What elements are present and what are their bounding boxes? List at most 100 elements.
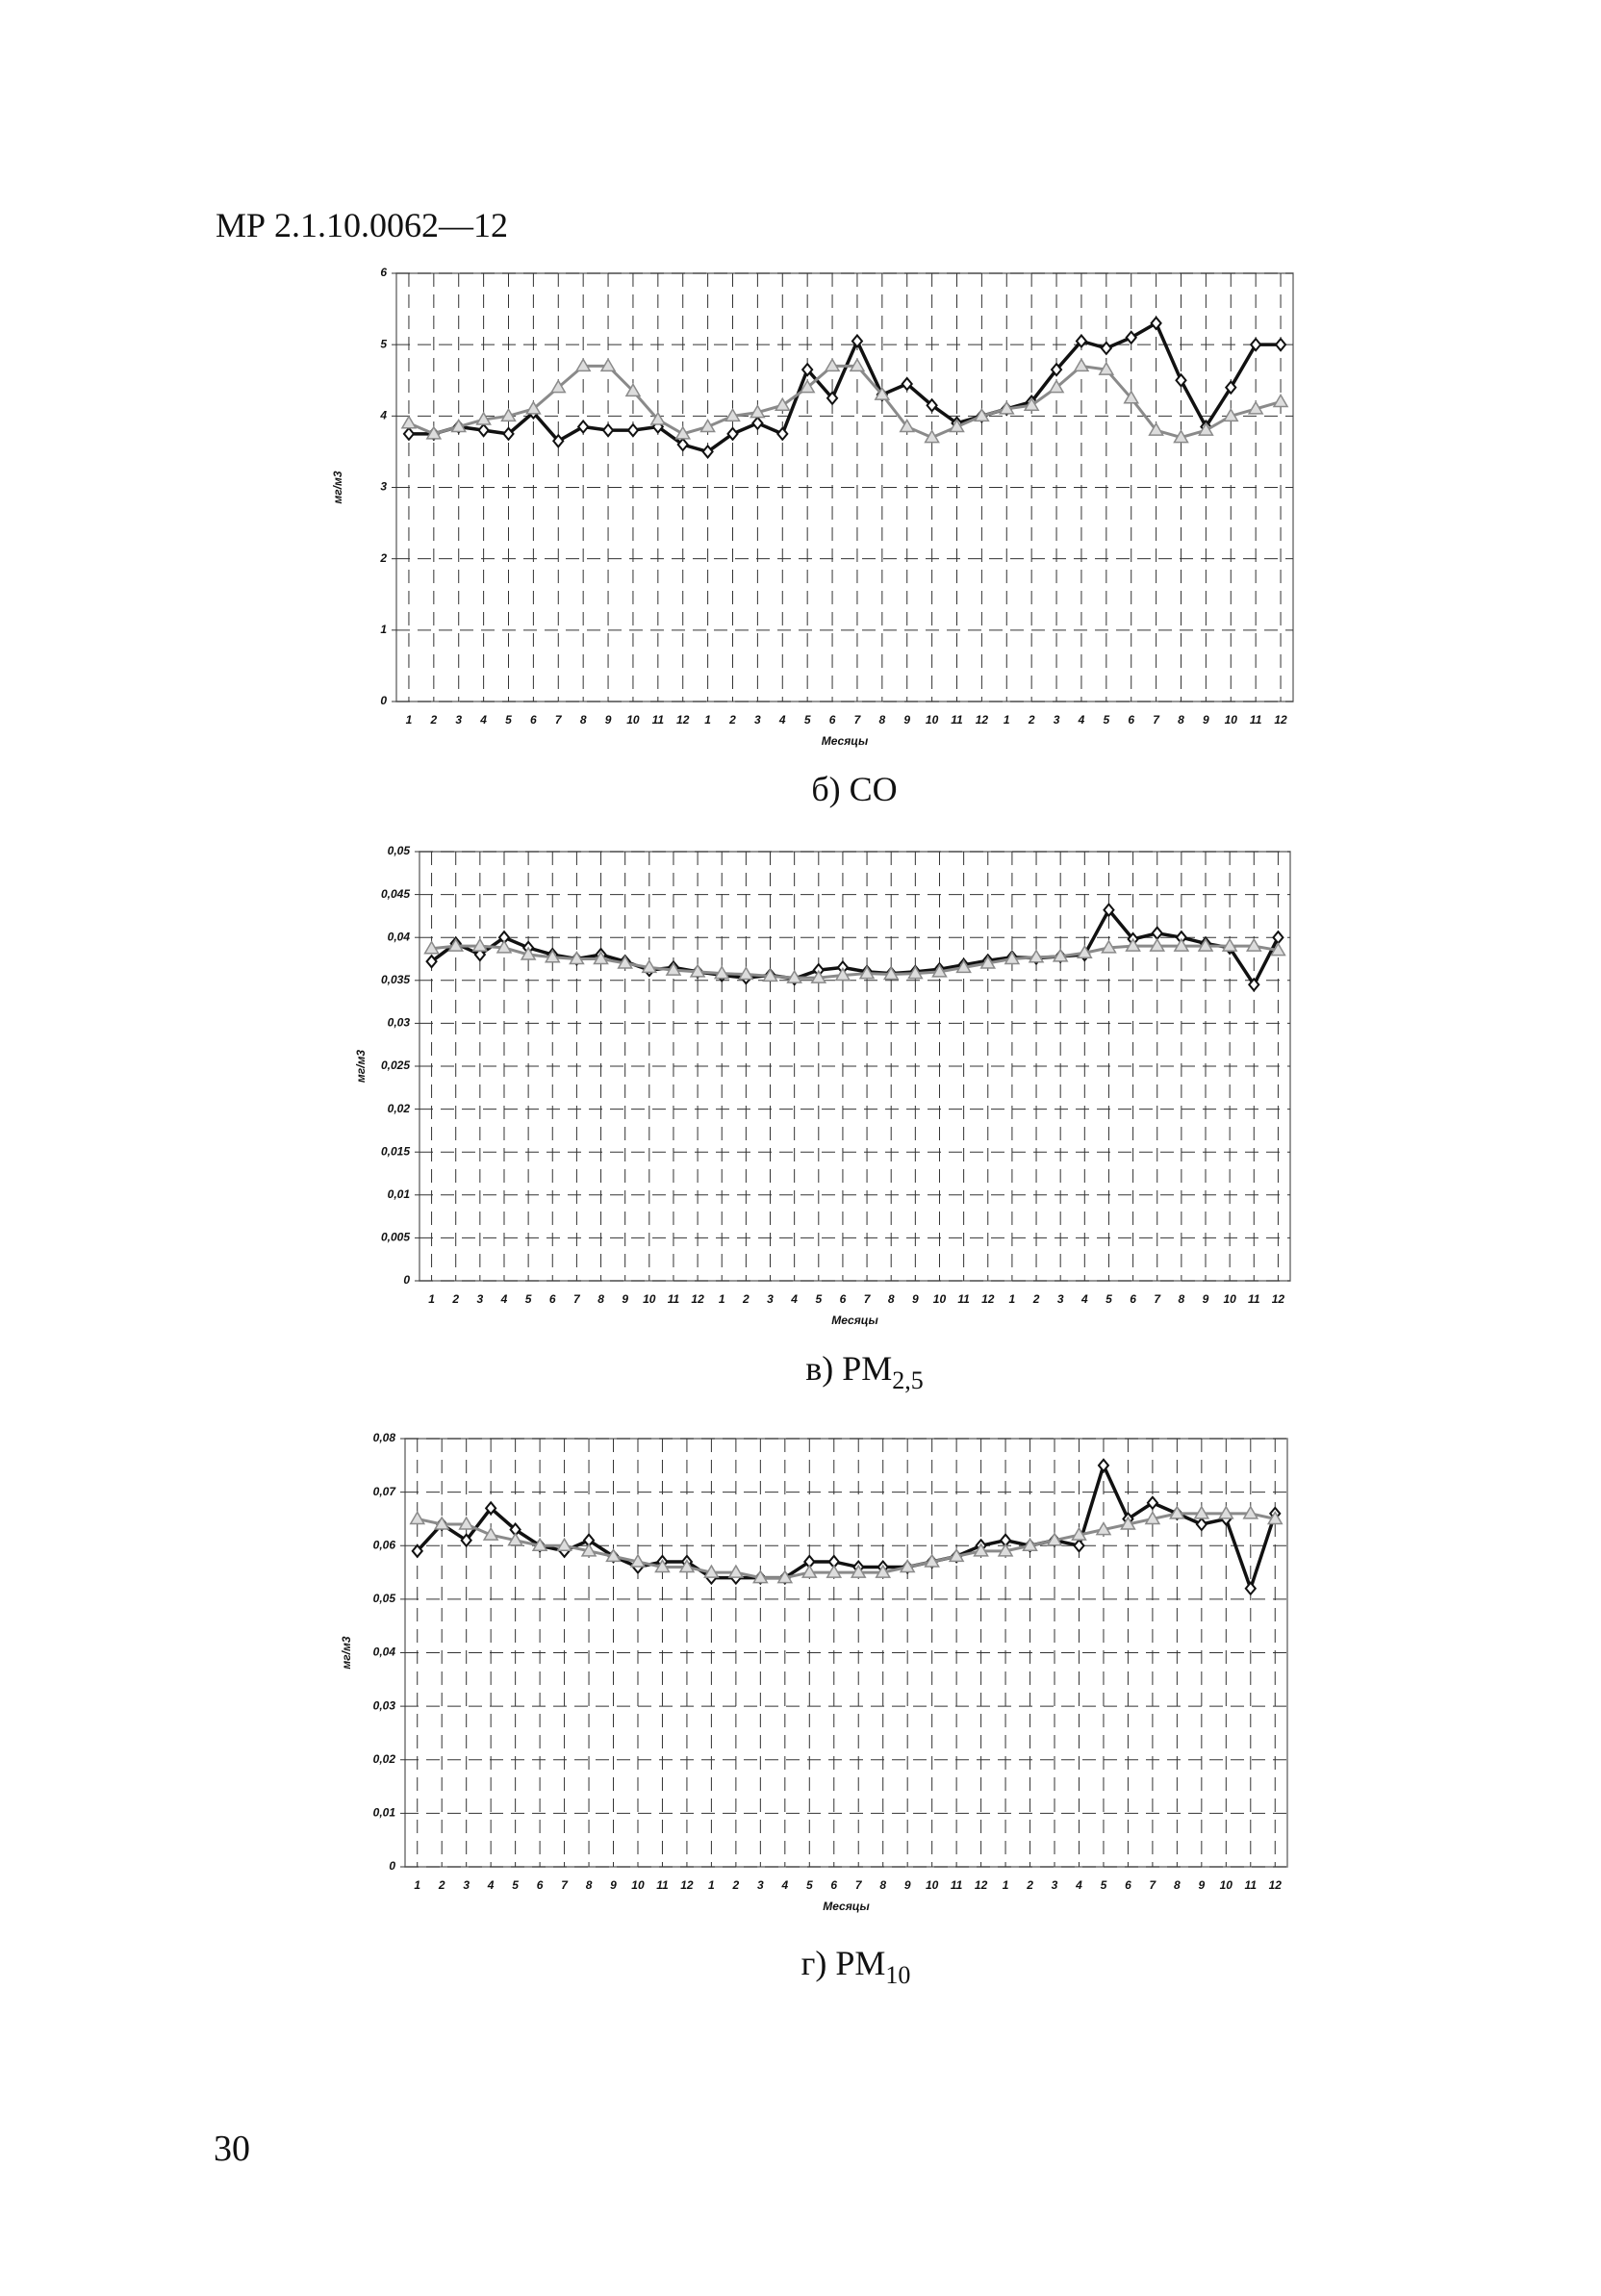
marker-diamond <box>1150 316 1162 331</box>
x-tick-label: 6 <box>1128 713 1134 727</box>
marker-diamond <box>601 422 615 438</box>
marker-triangle <box>458 1516 474 1530</box>
marker-diamond <box>676 437 690 452</box>
marker-triangle <box>1266 1510 1283 1525</box>
x-tick-label: 2 <box>1026 1878 1033 1892</box>
marker-triangle <box>549 379 567 394</box>
x-tick-label: 3 <box>1054 713 1060 727</box>
x-tick-label: 1 <box>1009 1292 1016 1306</box>
x-tick-label: 12 <box>680 1878 694 1892</box>
marker-diamond <box>1274 337 1287 352</box>
y-tick-label: 0,04 <box>373 1645 396 1659</box>
caption-subscript: 2,5 <box>892 1366 924 1394</box>
y-tick-label: 0,08 <box>373 1431 396 1444</box>
x-tick-label: 4 <box>1075 1878 1082 1892</box>
x-tick-label: 9 <box>1203 1292 1209 1306</box>
header: МР 2.1.10.0062—12 <box>216 206 508 244</box>
marker-triangle <box>423 940 440 955</box>
x-tick-label: 7 <box>855 1878 863 1892</box>
marker-triangle <box>1247 400 1264 415</box>
y-tick-label: 6 <box>380 266 387 279</box>
marker-diamond <box>411 1543 424 1559</box>
marker-triangle <box>624 382 642 397</box>
marker-triangle <box>724 407 741 422</box>
x-tick-label: 10 <box>1220 1878 1233 1892</box>
marker-triangle <box>605 1547 622 1563</box>
marker-diamond <box>826 391 839 406</box>
x-tick-label: 12 <box>976 713 989 727</box>
marker-triangle <box>593 951 609 965</box>
x-tick-label: 11 <box>652 713 665 727</box>
x-tick-label: 5 <box>815 1292 822 1306</box>
x-tick-label: 4 <box>1078 713 1085 727</box>
x-tick-label: 10 <box>1225 713 1238 727</box>
marker-triangle <box>641 958 658 974</box>
marker-diamond <box>1100 341 1113 356</box>
marker-diamond <box>775 426 789 442</box>
marker-triangle <box>649 411 667 425</box>
y-tick-label: 0,05 <box>373 1592 396 1605</box>
x-tick-label: 12 <box>1272 1292 1285 1306</box>
marker-triangle <box>713 965 730 980</box>
marker-diamond <box>477 422 490 438</box>
marker-triangle <box>1245 937 1262 952</box>
y-tick-label: 2 <box>379 551 387 565</box>
marker-triangle <box>1071 1526 1087 1541</box>
x-tick-label: 11 <box>1248 1292 1260 1306</box>
x-tick-label: 5 <box>505 713 512 727</box>
marker-triangle <box>786 969 802 983</box>
x-tick-label: 2 <box>1028 713 1035 727</box>
marker-triangle <box>1120 1516 1136 1530</box>
x-tick-label: 4 <box>780 1878 788 1892</box>
y-tick-label: 0,02 <box>388 1102 411 1115</box>
x-tick-label: 9 <box>1199 1878 1206 1892</box>
marker-triangle <box>949 418 965 433</box>
marker-triangle <box>810 969 827 983</box>
y-tick-label: 0,05 <box>388 844 411 857</box>
marker-triangle <box>1173 937 1190 952</box>
marker-diamond <box>1249 337 1262 352</box>
marker-triangle <box>1098 361 1115 375</box>
marker-triangle <box>1125 937 1141 952</box>
marker-diamond <box>726 426 739 442</box>
x-tick-label: 7 <box>561 1878 569 1892</box>
x-tick-label: 2 <box>438 1878 445 1892</box>
y-tick-label: 0,07 <box>373 1485 397 1498</box>
marker-triangle <box>500 407 517 422</box>
x-tick-label: 4 <box>790 1292 798 1306</box>
marker-triangle <box>450 418 468 433</box>
x-tick-label: 2 <box>728 713 736 727</box>
marker-diamond <box>851 333 864 349</box>
marker-triangle <box>1048 379 1065 394</box>
y-tick-label: 0,015 <box>381 1144 410 1158</box>
marker-triangle <box>955 958 972 974</box>
marker-diamond <box>1075 333 1088 349</box>
marker-diamond <box>1146 1495 1159 1511</box>
x-tick-label: 11 <box>668 1292 680 1306</box>
marker-diamond <box>1050 362 1063 377</box>
marker-triangle <box>858 965 876 980</box>
x-tick-label: 7 <box>854 713 862 727</box>
x-tick-label: 5 <box>1101 1878 1107 1892</box>
marker-triangle <box>425 425 443 440</box>
caption-text: в) PM <box>805 1349 892 1388</box>
caption: г) PM10 <box>801 1944 911 1989</box>
marker-triangle <box>400 415 418 429</box>
x-tick-label: 8 <box>597 1292 604 1306</box>
marker-triangle <box>931 963 948 978</box>
marker-diamond <box>473 947 487 962</box>
series-line <box>408 320 1282 454</box>
marker-triangle <box>689 963 706 978</box>
x-tick-label: 6 <box>1125 1878 1131 1892</box>
y-tick-label: 0,045 <box>381 887 410 901</box>
marker-triangle <box>544 949 561 963</box>
marker-triangle <box>800 1564 818 1578</box>
x-tick-label: 5 <box>806 1878 813 1892</box>
marker-triangle <box>799 379 816 394</box>
x-tick-label: 9 <box>912 1292 919 1306</box>
marker-triangle <box>569 951 585 965</box>
x-tick-label: 8 <box>888 1292 895 1306</box>
x-tick-label: 4 <box>487 1878 495 1892</box>
marker-triangle <box>475 411 492 425</box>
marker-diamond <box>460 1533 472 1548</box>
